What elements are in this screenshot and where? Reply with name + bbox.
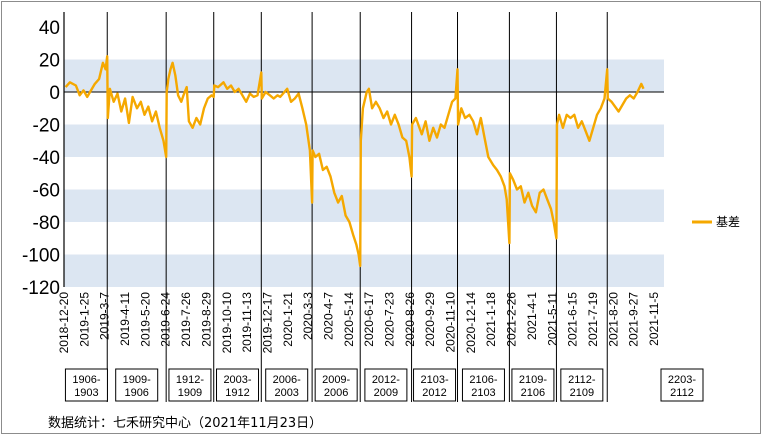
- contract-label-top: 1909-: [123, 374, 151, 386]
- axes: 40 20 0 -20 -40 -60 -80 -100 -120: [22, 12, 664, 299]
- contract-label-top: 2009-: [322, 374, 350, 386]
- x-tick-label: 2021-5-11: [545, 292, 559, 346]
- x-tick-label: 2020-12-14: [464, 292, 478, 354]
- contract-label-top: 2109-: [519, 374, 547, 386]
- x-tick-label: 2019-4-11: [118, 292, 132, 346]
- x-tick-label: 2019-10-10: [220, 292, 234, 354]
- y-tick-label: 0: [49, 83, 60, 104]
- x-tick-label: 2019-1-25: [77, 292, 91, 347]
- band: [64, 254, 664, 287]
- contract-label-bottom: 1906: [124, 387, 148, 399]
- source-note: 数据统计：七禾研究中心（2021年11月23日）: [48, 416, 323, 431]
- x-tick-label: 2019-6-24: [159, 292, 173, 347]
- contract-box: [560, 368, 604, 402]
- contract-box: [314, 368, 358, 402]
- contract-label-top: 2112-: [568, 374, 596, 386]
- contract-box: [511, 368, 555, 402]
- contract-label-bottom: 2006: [324, 387, 348, 399]
- y-tick-label: -100: [22, 246, 60, 267]
- x-tick-label: 2019-12-17: [260, 292, 274, 354]
- y-tick-label: -20: [33, 116, 60, 137]
- x-tick-label: 2021-6-15: [566, 292, 580, 347]
- x-tick-label: 2021-1-18: [484, 292, 498, 347]
- contract-box: [64, 368, 108, 402]
- contract-box: [364, 368, 408, 402]
- x-tick-label: 2020-5-14: [342, 292, 356, 347]
- contract-label-bottom: 1912: [225, 387, 249, 399]
- contract-label-bottom: 2109: [570, 387, 594, 399]
- x-tick-label: 2019-3-7: [98, 292, 112, 340]
- x-tick-label: 2019-8-29: [199, 292, 213, 347]
- contract-label-top: 1912-: [176, 374, 204, 386]
- legend: 基差: [692, 215, 740, 229]
- legend-label: 基差: [716, 215, 740, 229]
- contract-box: [265, 368, 309, 402]
- y-tick-label: 40: [39, 18, 60, 39]
- background-bands: [64, 59, 664, 287]
- contract-box: [168, 368, 212, 402]
- contract-label-bottom: 2106: [521, 387, 545, 399]
- contract-box: [216, 368, 260, 402]
- series-layer: [64, 55, 645, 268]
- band: [64, 124, 664, 157]
- y-tick-label: -120: [22, 278, 60, 299]
- x-tick-label: 2021-9-27: [627, 292, 641, 347]
- x-tick-label: 2021-4-1: [525, 292, 539, 340]
- series-line-basis: [64, 55, 645, 268]
- band: [64, 59, 664, 92]
- contract-label-top: 2103-: [420, 374, 448, 386]
- contract-label-bottom: 2012: [422, 387, 446, 399]
- y-tick-label: -40: [33, 148, 60, 169]
- contract-label-top: 2203-: [668, 374, 696, 386]
- contract-label-bottom: 2009: [374, 387, 398, 399]
- x-tick-label: 2020-6-17: [362, 292, 376, 347]
- x-tick-label: 2021-8-20: [606, 292, 620, 347]
- y-tick-label: -80: [33, 213, 60, 234]
- x-tick-label: 2019-5-20: [138, 292, 152, 347]
- contract-box: [461, 368, 505, 402]
- x-tick-labels: 2018-12-20 2019-1-25 2019-3-7 2019-4-11 2019…: [57, 292, 661, 354]
- y-tick-label: -60: [33, 181, 60, 202]
- x-tick-label: 2020-11-10: [444, 292, 458, 353]
- y-tick-label: 20: [39, 51, 60, 72]
- x-tick-label: 2020-3-3: [301, 292, 315, 340]
- x-tick-label: 2018-12-20: [57, 292, 71, 354]
- x-tick-label: 2020-7-23: [383, 292, 397, 347]
- contract-box: [660, 368, 704, 402]
- x-tick-label: 2021-2-26: [505, 292, 519, 347]
- contract-label-bottom: 1909: [178, 387, 202, 399]
- x-tick-label: 2020-4-7: [321, 292, 335, 340]
- contract-label-bottom: 2003: [274, 387, 298, 399]
- contract-label-top: 2106-: [469, 374, 497, 386]
- x-tick-label: 2020-9-29: [423, 292, 437, 347]
- x-tick-label: 2021-11-5: [647, 292, 661, 346]
- contract-label-bottom: 2112: [670, 387, 694, 399]
- contract-label-top: 1906-: [72, 374, 100, 386]
- contract-label-top: 2012-: [372, 374, 400, 386]
- x-tick-label: 2019-11-13: [240, 292, 254, 353]
- x-tick-label: 2020-1-21: [281, 292, 295, 347]
- contract-label-bottom: 1903: [74, 387, 98, 399]
- contract-box: [115, 368, 159, 402]
- contract-label-top: 2003-: [223, 374, 251, 386]
- x-tick-label: 2020-8-26: [403, 292, 417, 347]
- x-tick-label: 2019-7-26: [179, 292, 193, 347]
- band: [64, 189, 664, 222]
- contract-label-bottom: 2103: [471, 387, 495, 399]
- contract-label-top: 2006-: [273, 374, 301, 386]
- x-tick-label: 2021-7-19: [586, 292, 600, 347]
- contract-box: [413, 368, 457, 402]
- contract-boxes: 1906-1903 1909-1906 1912-1909 2003-1912 2006…: [64, 368, 704, 402]
